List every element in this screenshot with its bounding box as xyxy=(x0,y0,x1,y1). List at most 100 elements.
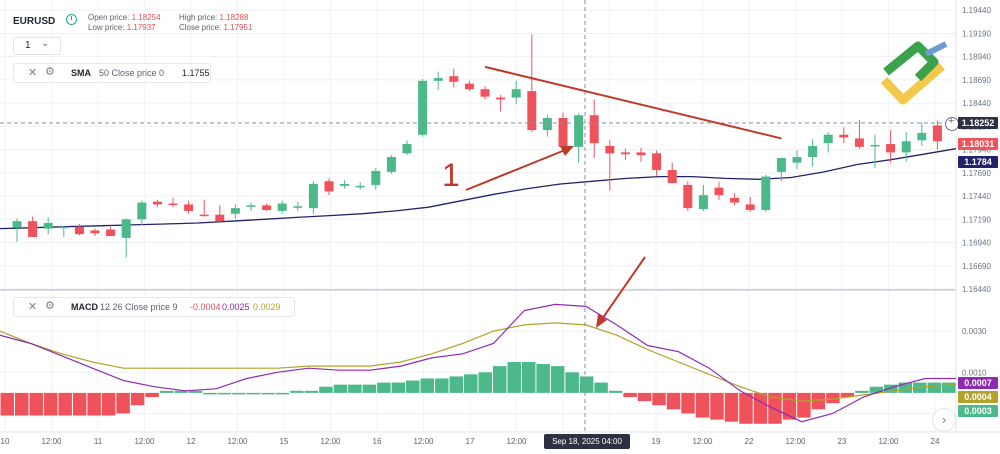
candle-body xyxy=(730,197,740,203)
histogram-bar xyxy=(840,392,855,397)
candle-body xyxy=(558,118,568,147)
gear-icon[interactable]: ⚙ xyxy=(45,300,55,312)
histogram-bar xyxy=(348,384,362,393)
macd-indicator-panel[interactable]: ✕ ⚙ MACD 12 26 Close price 9 -0.0004 0.0… xyxy=(13,297,295,317)
histogram-bar xyxy=(275,392,290,395)
y-tick-label: 1.16690 xyxy=(962,262,991,271)
time-tick-label: 24 xyxy=(930,437,940,446)
time-tick-label: 12:00 xyxy=(227,437,248,446)
histogram-bar xyxy=(406,380,420,393)
histogram-bar xyxy=(869,386,884,393)
histogram-bar xyxy=(478,372,492,393)
candle-body xyxy=(262,205,272,211)
y-tick-label: 1.16940 xyxy=(962,239,991,248)
candle-body xyxy=(574,115,584,147)
histogram-bar xyxy=(652,392,666,406)
chevron-right-icon[interactable]: › xyxy=(932,408,956,432)
time-tick-label: 15 xyxy=(279,437,289,446)
candle-body xyxy=(464,83,474,90)
histogram-bar xyxy=(14,392,29,416)
time-tick-label: 12:00 xyxy=(506,437,527,446)
y-tick-label: 1.17940 xyxy=(962,146,991,155)
candle-body xyxy=(90,230,100,234)
symbol-label[interactable]: EURUSD xyxy=(13,16,56,27)
time-tick-label: 12:00 xyxy=(692,437,713,446)
time-tick-label: 22 xyxy=(744,437,754,446)
candle-body xyxy=(371,170,381,185)
histogram-bar xyxy=(333,384,348,393)
high-price: High price: 1.18288 xyxy=(179,13,248,22)
sma-indicator-panel[interactable]: ✕ ⚙ SMA 50 Close price 0 1.1755 xyxy=(13,63,211,83)
time-tick-label: 16 xyxy=(372,437,382,446)
histogram-bar xyxy=(724,392,739,422)
candle-body xyxy=(106,229,116,237)
histogram-bar xyxy=(203,392,217,395)
histogram-bar xyxy=(29,392,43,416)
low-price: Low price: 1.17937 xyxy=(88,23,156,32)
y-tick-label: 1.17440 xyxy=(962,192,991,201)
close-price-label: Close price: xyxy=(179,23,222,32)
histogram-bar xyxy=(72,392,87,416)
low-price-label: Low price: xyxy=(88,23,125,32)
histogram-bar xyxy=(942,382,956,393)
sma-line xyxy=(0,148,957,230)
macd-params: 12 26 Close price 9 xyxy=(100,302,178,312)
macd-value-1: -0.0004 xyxy=(190,302,221,312)
candle-body xyxy=(308,183,318,209)
histogram-bar xyxy=(420,378,435,393)
histogram-bar xyxy=(884,384,898,393)
histogram-bar xyxy=(768,392,782,424)
histogram-bar xyxy=(435,378,449,393)
last-price-tag: 1.18031 xyxy=(958,138,998,150)
clock-icon[interactable] xyxy=(66,14,77,25)
open-price: Open price: 1.18254 xyxy=(88,13,161,22)
histogram-bar xyxy=(0,392,14,416)
candle-body xyxy=(246,205,256,207)
histogram-bar xyxy=(391,382,406,393)
trendline xyxy=(484,65,782,140)
histogram-bar xyxy=(855,390,869,393)
open-price-label: Open price: xyxy=(88,13,130,22)
close-icon[interactable]: ✕ xyxy=(28,67,38,79)
candle-body xyxy=(43,223,53,229)
close-icon[interactable]: ✕ xyxy=(28,301,38,313)
candle-body xyxy=(527,91,537,131)
crosshair-add-icon[interactable] xyxy=(945,115,959,131)
candle-body xyxy=(433,78,443,81)
close-price-value: 1.17951 xyxy=(223,23,253,32)
candle-body xyxy=(698,195,708,210)
macd-grid xyxy=(0,330,956,414)
annotation-label: 1 xyxy=(442,157,460,193)
candle-body xyxy=(386,157,396,172)
gear-icon[interactable]: ⚙ xyxy=(45,66,55,78)
candle-body xyxy=(854,138,864,147)
candle-body xyxy=(776,157,786,172)
candle-body xyxy=(932,125,942,142)
high-price-value: 1.18288 xyxy=(219,13,249,22)
histogram-bar xyxy=(174,390,188,393)
histogram-bar xyxy=(43,392,58,416)
macd-histogram xyxy=(0,362,956,424)
candle-body xyxy=(340,183,350,186)
timeframe-select[interactable]: 1 ⌄ xyxy=(13,37,61,55)
candle-body xyxy=(589,115,599,144)
macd-name: MACD xyxy=(71,302,98,312)
timeframe-value: 1 xyxy=(25,40,31,51)
crosshair-price-tag: 1.18252 xyxy=(958,117,998,129)
time-tick-label: 12:00 xyxy=(320,437,341,446)
candle-body xyxy=(199,214,209,217)
candle-body xyxy=(59,226,69,229)
candle-body xyxy=(636,152,646,156)
candle-body xyxy=(823,134,833,144)
candle-body xyxy=(496,97,506,100)
macd-line-tag: 0.0007 xyxy=(958,377,998,389)
time-tick-label: 12:00 xyxy=(134,437,155,446)
histogram-bar xyxy=(232,392,246,395)
histogram-bar xyxy=(565,372,579,393)
macd-y-tick-label: 0.0030 xyxy=(962,327,987,336)
candle-body xyxy=(168,203,178,206)
histogram-bar xyxy=(101,392,116,416)
candle-body xyxy=(277,203,287,211)
time-tick-label: 12 xyxy=(186,437,196,446)
